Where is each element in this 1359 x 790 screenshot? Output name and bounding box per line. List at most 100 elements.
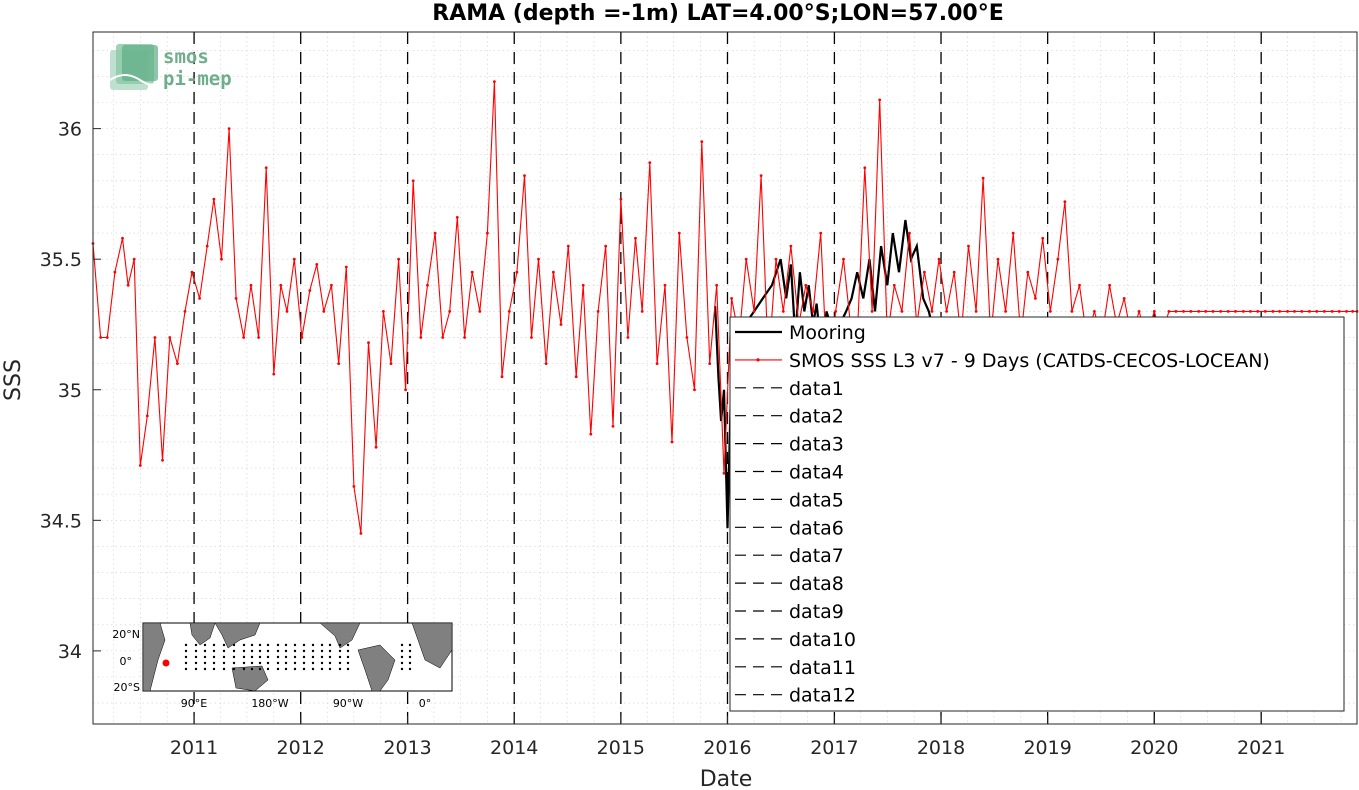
x-axis-ticks: 2011 2012 2013 2014 2015 2016 2017 2018 2019 2020… — [170, 716, 1285, 759]
smos-point — [1041, 236, 1045, 240]
inset-lat-label-0: 0° — [120, 655, 133, 668]
inset-mooring-dot — [293, 661, 297, 665]
smos-point — [937, 257, 941, 261]
inset-mooring-dot — [293, 643, 297, 647]
smos-point — [330, 283, 333, 287]
inset-mooring-dot — [194, 643, 198, 647]
smos-point — [411, 179, 415, 183]
inset-lon-label-180w: 180°W — [251, 697, 288, 710]
smos-point — [190, 270, 194, 274]
smos-point — [448, 310, 452, 313]
smos-point — [249, 283, 253, 287]
smos-point — [300, 336, 304, 339]
legend-label: data12 — [789, 685, 856, 707]
inset-mooring-dot — [408, 649, 412, 653]
inset-mooring-dot — [276, 655, 280, 659]
smos-point — [272, 372, 276, 376]
x-tick-label: 2012 — [277, 737, 325, 759]
smos-point — [183, 310, 187, 313]
inset-mooring-dot — [400, 655, 404, 659]
smos-point — [1242, 310, 1245, 313]
inset-mooring-dot — [232, 655, 236, 659]
x-tick-label: 2020 — [1130, 737, 1178, 759]
smos-point — [1263, 310, 1267, 313]
inset-mooring-dot — [194, 661, 198, 665]
smos-point — [945, 310, 948, 313]
inset-mooring-dot — [258, 667, 262, 671]
inset-mooring-dot — [212, 649, 216, 653]
smos-point — [1278, 310, 1281, 313]
inset-mooring-dot — [194, 667, 198, 671]
inset-mooring-dot — [302, 667, 306, 671]
x-axis-label: Date — [700, 767, 753, 790]
smos-point — [908, 231, 911, 235]
smos-point — [537, 257, 540, 261]
inset-mooring-dot — [311, 661, 315, 665]
smos-point — [1011, 231, 1015, 235]
smos-point — [1330, 310, 1334, 313]
legend-label: Mooring — [789, 322, 866, 344]
smos-point — [308, 289, 312, 292]
inset-mooring-dot — [346, 661, 350, 665]
inset-lon-label-0: 0° — [419, 697, 432, 710]
inset-map: 20°N 0° 20°S 90°E 180°W 90°W 0° — [112, 622, 453, 710]
plot-frame — [92, 31, 1358, 725]
x-tick-label: 2018 — [917, 737, 965, 759]
smos-point — [486, 231, 489, 235]
inset-mooring-dot — [242, 643, 246, 647]
smos-point — [722, 471, 726, 475]
inset-mooring-dot — [222, 655, 226, 659]
smos-point — [279, 283, 283, 287]
smos-point — [126, 283, 130, 287]
inset-mooring-dot — [212, 655, 216, 659]
legend-marker — [756, 358, 760, 362]
legend: Mooring SMOS SSS L3 v7 - 9 Days (CATDS-CE… — [729, 316, 1345, 712]
inset-mooring-dot — [258, 661, 262, 665]
inset-map-mooring-dots — [184, 643, 412, 671]
smos-point — [923, 270, 926, 274]
inset-mooring-dot — [266, 655, 270, 659]
inset-mooring-dot — [258, 643, 262, 647]
inset-mooring-dot — [408, 655, 412, 659]
inset-mooring-dot — [250, 667, 254, 671]
inset-mooring-dot — [311, 643, 315, 647]
inset-mooring-dot — [250, 643, 254, 647]
x-tick-label: 2014 — [490, 737, 538, 759]
smos-point — [1300, 310, 1304, 313]
inset-mooring-dot — [302, 661, 306, 665]
inset-mooring-dot — [284, 655, 288, 659]
inset-mooring-dot — [232, 667, 236, 671]
smos-point — [367, 341, 370, 345]
inset-mooring-dot — [184, 667, 188, 671]
inset-mooring-dot — [203, 649, 207, 653]
smos-point — [789, 244, 793, 248]
inset-mooring-dot — [266, 649, 270, 653]
inset-mooring-dot — [232, 643, 236, 647]
inset-mooring-dot — [212, 667, 216, 671]
smos-point — [397, 257, 400, 261]
smos-point — [693, 388, 696, 392]
smos-point — [227, 127, 231, 130]
inset-map-frame — [142, 622, 453, 692]
smos-point — [574, 375, 578, 379]
inset-mooring-dot — [266, 643, 270, 647]
smos-point — [168, 336, 172, 339]
inset-mooring-dot — [293, 649, 297, 653]
smos-point — [730, 297, 733, 300]
smos-point — [455, 216, 459, 219]
smos-point — [1056, 257, 1060, 261]
inset-mooring-dot — [203, 655, 207, 659]
smos-point — [1234, 310, 1237, 313]
inset-mooring-dot — [320, 649, 324, 653]
y-tick-label: 34.5 — [40, 510, 82, 532]
smos-point — [352, 485, 356, 488]
inset-mooring-dot — [346, 655, 350, 659]
smos-point — [99, 336, 102, 339]
smos-point — [292, 257, 296, 261]
inset-mooring-dot — [338, 649, 342, 653]
smos-point — [1249, 310, 1252, 313]
inset-mooring-dot — [232, 661, 236, 665]
inset-mooring-dot — [284, 661, 288, 665]
inset-mooring-dot — [338, 667, 342, 671]
legend-label: data3 — [789, 434, 844, 456]
